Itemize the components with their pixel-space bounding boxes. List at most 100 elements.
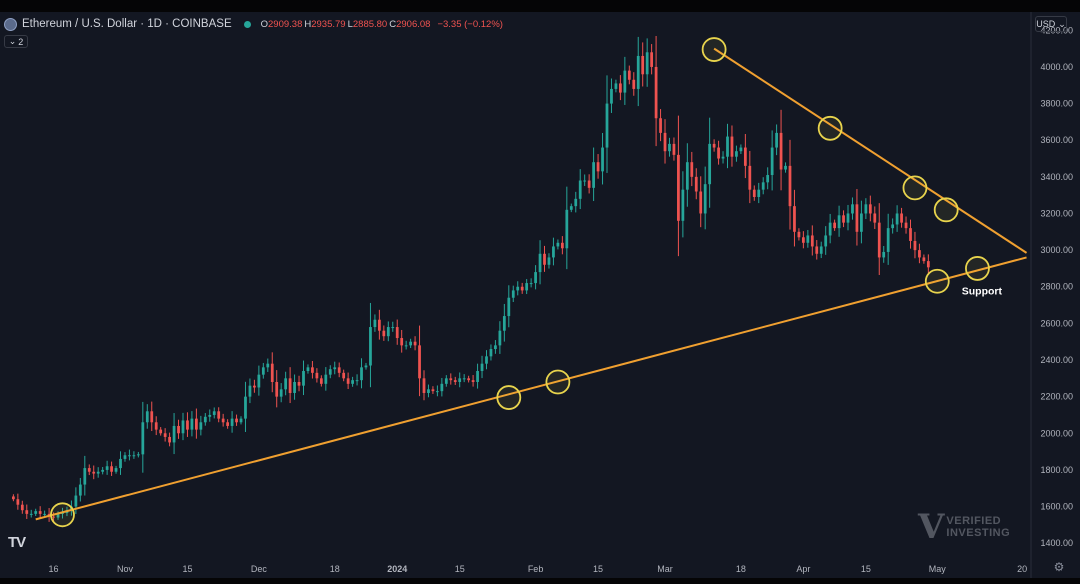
candle bbox=[92, 465, 96, 480]
candle bbox=[583, 174, 587, 186]
candle-body bbox=[302, 371, 305, 386]
candle-body bbox=[342, 372, 346, 379]
candle-body bbox=[619, 83, 622, 93]
candle-body bbox=[449, 378, 453, 381]
candle bbox=[735, 145, 738, 162]
candle-body bbox=[650, 52, 654, 67]
candle-body bbox=[846, 213, 850, 223]
candle-body bbox=[788, 165, 792, 207]
candle bbox=[159, 427, 163, 436]
price-tick-label: 3600.00 bbox=[1040, 135, 1073, 145]
candle bbox=[712, 139, 716, 152]
candle-body bbox=[436, 391, 439, 393]
candle bbox=[494, 340, 497, 354]
symbol-legend[interactable]: Ethereum / U.S. Dollar · 1D · COINBASE O… bbox=[4, 15, 503, 33]
candle-body bbox=[266, 363, 270, 368]
candle bbox=[766, 167, 770, 190]
candle-body bbox=[761, 182, 765, 190]
candle bbox=[873, 206, 877, 229]
candle bbox=[284, 371, 288, 396]
candle-body bbox=[333, 367, 337, 370]
candle bbox=[726, 123, 729, 169]
touch-marker bbox=[924, 268, 950, 294]
candle bbox=[235, 414, 238, 426]
candle-body bbox=[668, 143, 671, 152]
candle-body bbox=[659, 118, 662, 133]
touch-marker bbox=[496, 385, 522, 410]
candle-body bbox=[578, 180, 582, 199]
candle bbox=[520, 282, 524, 294]
candle bbox=[757, 182, 761, 204]
candle-body bbox=[623, 70, 627, 93]
candle-body bbox=[784, 165, 787, 170]
price-tick-label: 3000.00 bbox=[1040, 245, 1073, 255]
candle-body bbox=[404, 345, 408, 347]
time-tick-label: 2024 bbox=[387, 564, 407, 574]
candle bbox=[360, 358, 363, 389]
candle-body bbox=[743, 147, 747, 166]
candle bbox=[413, 336, 417, 351]
candle-body bbox=[882, 251, 886, 258]
close-label: C bbox=[389, 18, 397, 30]
candle bbox=[846, 204, 850, 231]
candle bbox=[694, 168, 698, 200]
candle-body bbox=[391, 327, 395, 329]
candle-body bbox=[351, 380, 354, 384]
candle-body bbox=[592, 162, 595, 188]
price-tick-label: 3200.00 bbox=[1040, 208, 1073, 218]
candle-body bbox=[685, 162, 689, 190]
verified-investing-watermark: V VERIFIED INVESTING bbox=[918, 510, 1010, 544]
candle bbox=[534, 265, 537, 290]
gear-icon[interactable]: ⚙ bbox=[1053, 560, 1065, 574]
candle bbox=[538, 240, 542, 285]
candle-body bbox=[261, 367, 265, 375]
candle-body bbox=[427, 389, 430, 393]
price-tick-label: 1400.00 bbox=[1040, 538, 1073, 548]
candle bbox=[418, 325, 421, 397]
candle bbox=[382, 325, 386, 341]
candle-body bbox=[324, 374, 328, 384]
candle-body bbox=[520, 286, 524, 291]
candle-body bbox=[418, 345, 421, 379]
candle bbox=[578, 169, 582, 210]
candle bbox=[610, 78, 613, 113]
symbol-title: Ethereum / U.S. Dollar · 1D · COINBASE bbox=[22, 18, 232, 30]
candle bbox=[436, 385, 439, 397]
tradingview-logo[interactable]: TV bbox=[8, 534, 26, 551]
candle-body bbox=[377, 319, 381, 331]
candle bbox=[355, 374, 359, 386]
candle bbox=[293, 374, 296, 400]
candle-body bbox=[672, 143, 676, 155]
candle-body bbox=[181, 420, 185, 434]
candle-body bbox=[150, 411, 154, 423]
currency-selector[interactable]: USD ⌄ bbox=[1035, 16, 1067, 32]
candle bbox=[721, 151, 725, 164]
candle bbox=[43, 510, 47, 517]
candle-body bbox=[489, 349, 493, 357]
touch-marker bbox=[933, 197, 959, 223]
candle-body bbox=[297, 381, 301, 386]
candle-body bbox=[895, 213, 899, 225]
candle-body bbox=[382, 330, 386, 337]
candle bbox=[672, 137, 676, 161]
candle-body bbox=[815, 246, 819, 254]
change-value: −3.35 (−0.12%) bbox=[437, 18, 503, 30]
candle bbox=[650, 44, 654, 75]
indicators-count: 2 bbox=[18, 36, 24, 47]
candle-body bbox=[422, 378, 426, 393]
chevron-down-icon: ⌄ bbox=[8, 36, 17, 46]
candle-body bbox=[641, 55, 645, 75]
candle bbox=[150, 401, 154, 432]
support-annotation: Support bbox=[962, 285, 1003, 297]
candle bbox=[882, 245, 886, 263]
candle bbox=[543, 245, 546, 272]
candle-body bbox=[145, 411, 149, 423]
candle-body bbox=[766, 175, 770, 183]
candle-body bbox=[543, 253, 546, 265]
candle-body bbox=[458, 378, 462, 382]
candle bbox=[552, 237, 555, 266]
candle-body bbox=[699, 191, 703, 214]
candle bbox=[592, 147, 595, 202]
indicators-toggle-button[interactable]: ⌄ 2 bbox=[4, 35, 28, 48]
